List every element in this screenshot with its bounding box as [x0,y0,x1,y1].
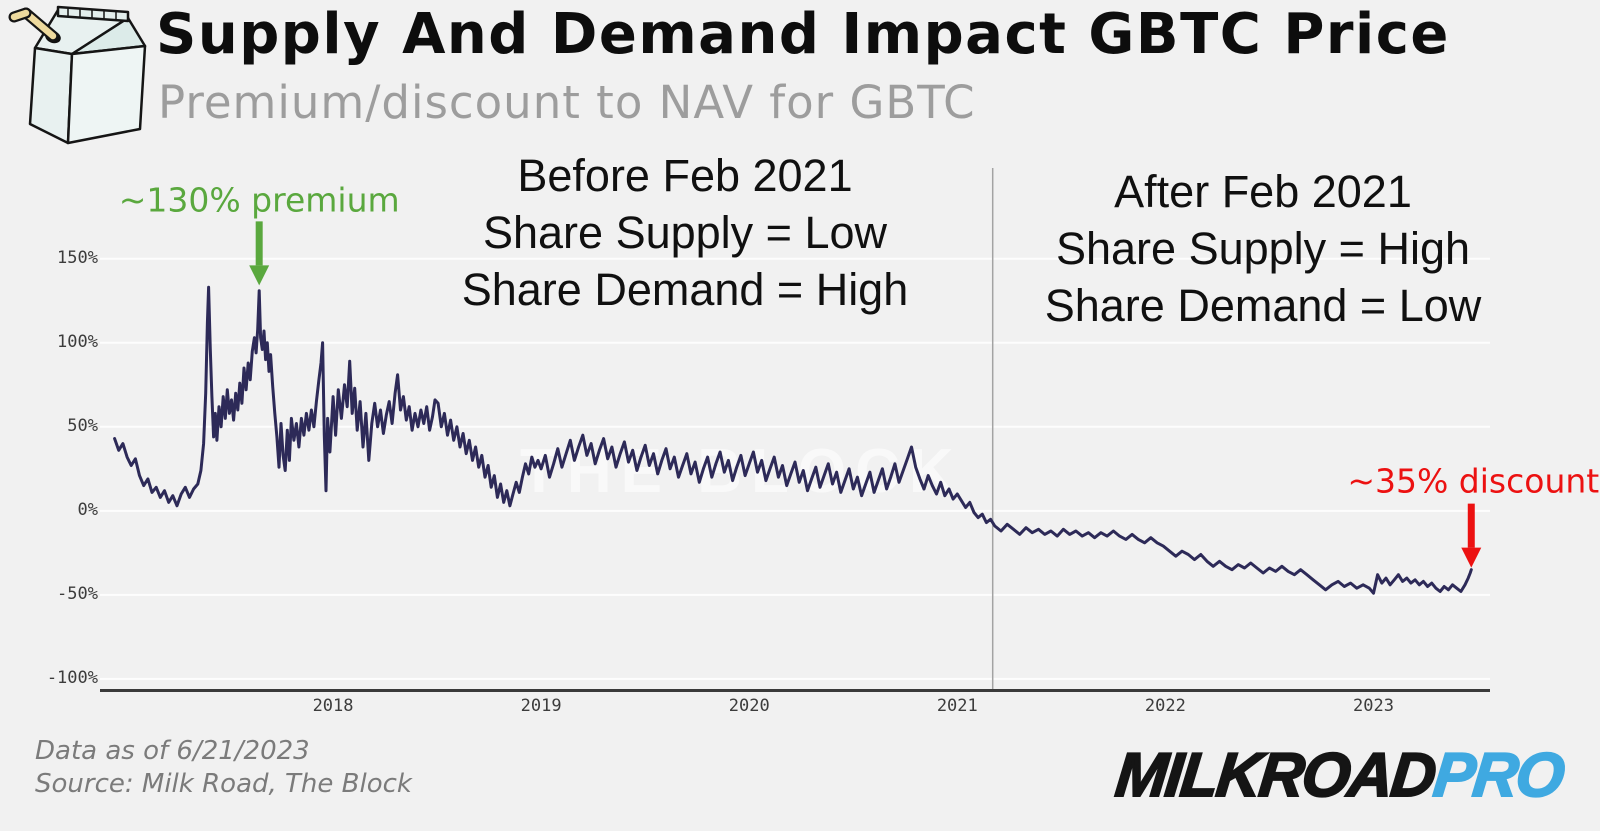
data-as-of-text: Data as of 6/21/2023 [35,736,310,766]
the-block-watermark: THE BLOCK [520,437,963,506]
page-title: Supply And Demand Impact GBTC Price [156,2,1450,67]
before-line-1: Before Feb 2021 [517,150,853,201]
x-tick-label: 2021 [936,696,978,716]
y-tick-label: 100% [57,331,98,352]
x-tick-label: 2018 [312,696,354,716]
before-feb-2021-text: Before Feb 2021 Share Supply = Low Share… [375,147,995,318]
after-line-3: Share Demand = Low [1044,280,1482,331]
after-line-1: After Feb 2021 [1114,166,1412,217]
source-text: Source: Milk Road, The Block [35,769,412,799]
x-tick-label: 2023 [1352,696,1394,716]
y-tick-label: -50% [57,583,98,604]
x-tick-label: 2022 [1144,696,1186,716]
x-tick-label: 2020 [728,696,770,716]
discount-annotation-label: ~35% discount [1347,461,1600,501]
before-line-2: Share Supply = Low [482,207,887,258]
y-tick-label: 150% [57,247,98,268]
milkroad-wordmark: MILKROAD [1111,740,1438,811]
discount-arrow-head [1461,547,1482,568]
after-feb-2021-text: After Feb 2021 Share Supply = High Share… [953,163,1573,334]
pro-wordmark: PRO [1429,740,1567,811]
milk-carton-logo-icon [8,5,147,145]
milkroad-pro-logo: MILKROADPRO [1111,740,1567,811]
footer-source-note: Data as of 6/21/2023 Source: Milk Road, … [35,735,412,801]
before-line-3: Share Demand = High [461,264,909,315]
x-tick-label: 2019 [520,696,562,716]
y-tick-label: 0% [77,499,98,520]
page-subtitle: Premium/discount to NAV for GBTC [158,76,976,129]
premium-annotation-label: ~130% premium [118,180,400,220]
premium-arrow-head [249,265,270,286]
y-tick-label: 50% [67,415,98,436]
after-line-2: Share Supply = High [1055,223,1470,274]
y-tick-label: -100% [46,667,98,688]
